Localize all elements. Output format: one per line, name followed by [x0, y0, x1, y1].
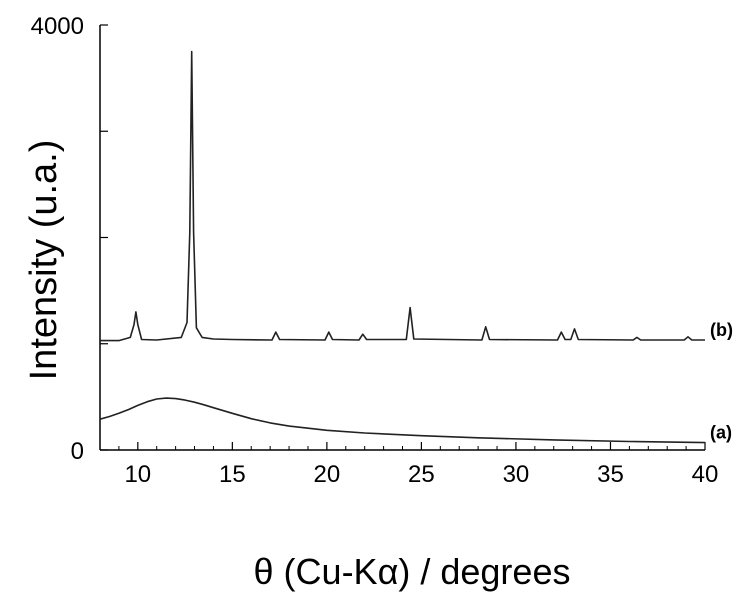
x-tick-label: 20: [314, 461, 341, 488]
y-ticks: 0 4000: [31, 13, 108, 465]
series-line-0: [99, 397, 706, 444]
x-tick-label: 10: [124, 461, 151, 488]
x-tick-label: 40: [692, 461, 719, 488]
x-tick-label: 30: [503, 461, 530, 488]
series-label: (a): [710, 423, 732, 443]
y-tick-label: 0: [71, 438, 84, 465]
y-tick-label: 4000: [31, 13, 84, 40]
series-layer: [99, 50, 706, 444]
x-ticks: 10 15 20 25 30 35 40: [118, 442, 719, 488]
x-tick-label: 35: [597, 461, 624, 488]
x-tick-label: 15: [219, 461, 246, 488]
y-axis-title: Intensity (u.a.): [23, 140, 65, 381]
x-tick-label: 25: [408, 461, 435, 488]
series-line-1: [100, 50, 705, 342]
x-axis-title: θ (Cu-Kα) / degrees: [254, 551, 571, 592]
series-label: (b): [710, 320, 733, 340]
series-labels: (a) (b): [710, 320, 733, 443]
